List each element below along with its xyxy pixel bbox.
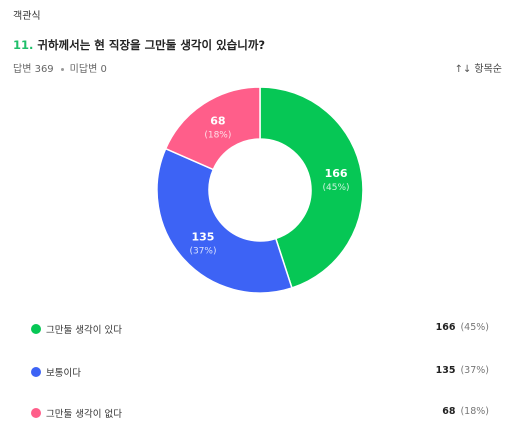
response-stats: 답변 369 미답변 0: [13, 60, 107, 75]
sort-label: 항목순: [474, 64, 502, 75]
answered-count: 답변 369: [13, 64, 54, 75]
legend-label: 그만둘 생각이 없다: [46, 409, 122, 420]
legend-count: 68: [442, 406, 456, 417]
legend-count: 135: [435, 365, 456, 376]
slice-percent-label: (37%): [189, 247, 216, 257]
sort-button[interactable]: ↑↓ 항목순: [455, 60, 502, 75]
unanswered-count: 미답변 0: [69, 64, 107, 75]
question-number: 11.: [13, 38, 34, 52]
legend-label: 보통이다: [46, 368, 81, 379]
slice-value-label: 68: [210, 115, 225, 128]
slice-percent-label: (45%): [323, 183, 350, 193]
legend-count: 166: [435, 322, 456, 333]
question-text: 귀하께서는 현 직장을 그만둘 생각이 있습니까?: [37, 38, 266, 52]
slice-value-label: 135: [191, 231, 214, 244]
legend-swatch: [31, 408, 41, 418]
slice-neutral: [156, 147, 293, 294]
question-type-label: 객관식: [13, 11, 41, 22]
legend-percent: (45%): [460, 322, 489, 333]
sort-arrows-icon: ↑↓: [454, 64, 472, 75]
slice-leave: [259, 86, 364, 289]
legend-swatch: [31, 324, 41, 334]
legend-label: 그만둘 생각이 있다: [46, 325, 122, 336]
slice-stay: [164, 86, 261, 171]
legend-value: 68 (18%): [442, 406, 489, 417]
legend-percent: (37%): [460, 365, 489, 376]
question-title: 11. 귀하께서는 현 직장을 그만둘 생각이 있습니까?: [13, 37, 265, 53]
legend-item-neutral: 보통이다 135 (37%): [31, 364, 489, 380]
legend-value: 135 (37%): [436, 365, 489, 376]
slice-percent-label: (18%): [204, 131, 231, 141]
legend-value: 166 (45%): [436, 322, 489, 333]
legend-item-stay: 그만둘 생각이 없다 68 (18%): [31, 405, 489, 421]
legend-item-leave: 그만둘 생각이 있다 166 (45%): [31, 321, 489, 337]
legend-swatch: [31, 367, 41, 377]
slice-value-label: 166: [325, 167, 348, 180]
separator-dot: [60, 67, 64, 71]
legend-percent: (18%): [460, 406, 489, 417]
